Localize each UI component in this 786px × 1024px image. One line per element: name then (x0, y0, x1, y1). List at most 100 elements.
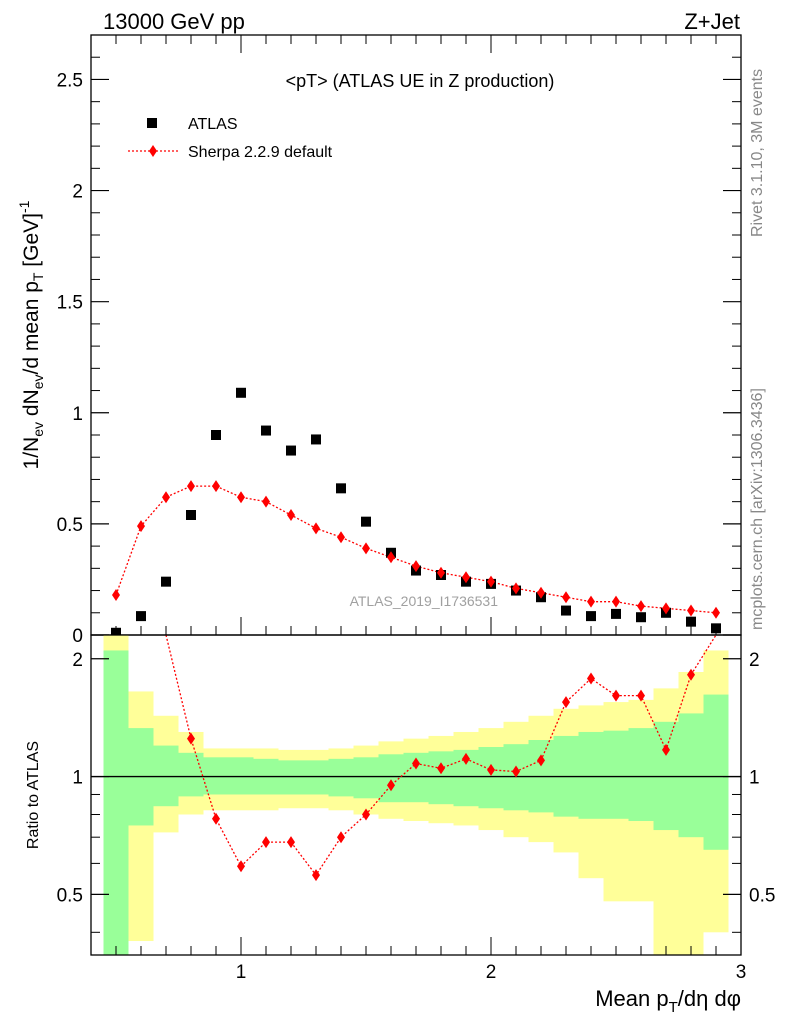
ratio-marks (165, 634, 717, 882)
sherpa-point (287, 509, 295, 521)
x-tick-label: 3 (736, 962, 747, 983)
ratio-sherpa-point (312, 869, 320, 882)
ratio-y-tick-label: 0.5 (57, 885, 83, 906)
atlas-point (336, 483, 346, 494)
ratio-band-inner (328, 758, 354, 797)
ratio-band-inner (678, 713, 704, 838)
ratio-sherpa-point (512, 765, 520, 778)
atlas-point (186, 510, 196, 520)
sherpa-point (187, 480, 195, 493)
sherpa-point (437, 566, 445, 579)
sherpa-point (112, 589, 120, 601)
ratio-band-inner (353, 757, 379, 799)
atlas-point (161, 576, 171, 587)
ratio-sherpa-point (237, 860, 245, 873)
atlas-point (286, 445, 296, 456)
sherpa-point (362, 542, 370, 555)
ratio-sherpa-point (212, 812, 220, 825)
header-left: 13000 GeV pp (103, 9, 245, 34)
atlas-point (686, 616, 696, 627)
legend: ATLAS Sherpa 2.2.9 default (128, 116, 333, 161)
main-y-tick-label: 0.5 (57, 515, 83, 536)
sherpa-point (212, 480, 220, 493)
ratio-band-inner (478, 747, 504, 809)
ratio-band-inner (303, 760, 329, 795)
ratio-band-inner (703, 694, 729, 850)
ratio-sherpa-point (662, 743, 670, 756)
ratio-band-inner (278, 760, 304, 795)
sherpa-point (262, 495, 270, 508)
ratio-sherpa-point (587, 672, 595, 685)
ratio-band-inner (153, 745, 179, 807)
ratio-sherpa-point (487, 763, 495, 776)
ratio-sherpa-point (387, 779, 395, 792)
ratio-y-tick-label-right: 2 (749, 650, 760, 671)
ratio-plot-frame (90, 634, 742, 956)
sherpa-point (512, 582, 520, 595)
ratio-band-inner (203, 757, 229, 795)
atlas-point (611, 608, 621, 619)
sherpa-point (562, 591, 570, 604)
ratio-y-tick-label-right: 1 (749, 768, 760, 789)
atlas-point (261, 425, 271, 436)
main-y-tick-label: 0 (72, 626, 83, 647)
ratio-band-inner (428, 751, 454, 805)
main-marks (111, 387, 721, 638)
atlas-point (361, 516, 371, 527)
ratio-sherpa-point (537, 754, 545, 767)
annotation-label: ATLAS_2019_I1736531 (350, 593, 499, 609)
main-plot: 0 0.5 1 1.5 2 2.5 <pT> (ATLAS UE in Z product… (16, 34, 742, 647)
ratio-sherpa-point (687, 668, 695, 681)
x-tick-label: 1 (236, 962, 247, 983)
ratio-band-inner (578, 731, 604, 819)
ratio-band-inner (103, 650, 129, 955)
source-label: mcplots.cern.ch [arXiv:1306.3436] (749, 388, 766, 630)
atlas-point (561, 605, 571, 616)
sherpa-point (637, 600, 645, 613)
sherpa-point (612, 595, 620, 608)
sherpa-point (237, 491, 245, 504)
sherpa-point (162, 491, 170, 504)
ratio-sherpa-point (262, 836, 270, 849)
sherpa-point (712, 606, 720, 619)
ratio-sherpa-point (412, 757, 420, 770)
atlas-point (311, 434, 321, 445)
sherpa-point (312, 522, 320, 535)
ratio-sherpa-point (187, 732, 195, 745)
ratio-ticks: 0.5 0.5 1 1 2 2 1 2 3 (57, 35, 775, 983)
sherpa-point (587, 595, 595, 608)
atlas-point (236, 387, 246, 398)
ratio-band-inner (228, 757, 254, 795)
main-title: <pT> (ATLAS UE in Z production) (286, 71, 555, 91)
ratio-sherpa-point (612, 689, 620, 702)
ratio-sherpa-point (437, 762, 445, 775)
ratio-sherpa-point (362, 808, 370, 821)
ratio-plot: 0.5 0.5 1 1 2 2 1 2 3 Ratio to ATLAS Mean pT/dη … (25, 35, 775, 1016)
atlas-point (211, 430, 221, 440)
sherpa-point (662, 602, 670, 615)
ratio-y-tick-label: 2 (72, 650, 83, 671)
main-y-axis-text: 1/Nev dNev/d mean pT [GeV]-1 (16, 200, 46, 469)
sherpa-point (487, 575, 495, 588)
legend-sherpa-label: Sherpa 2.2.9 default (188, 144, 333, 161)
atlas-point (136, 611, 146, 622)
atlas-point (636, 612, 646, 623)
main-y-tick-label: 1 (72, 404, 83, 425)
ratio-sherpa-point (287, 836, 295, 849)
ratio-band-inner (603, 730, 629, 819)
legend-atlas-marker (147, 118, 157, 128)
ratio-sherpa-point (337, 831, 345, 844)
x-tick-label: 2 (486, 962, 497, 983)
rivet-label: Rivet 3.1.10, 3M events (749, 69, 766, 237)
main-y-tick-label: 2 (72, 182, 83, 203)
sherpa-point (687, 604, 695, 617)
ratio-y-axis-label: Ratio to ATLAS (25, 741, 42, 849)
atlas-point (586, 611, 596, 622)
sherpa-point (337, 531, 345, 544)
ratio-y-tick-label: 1 (72, 768, 83, 789)
legend-atlas-label: ATLAS (188, 116, 238, 133)
main-y-ticks: 0 0.5 1 1.5 2 2.5 (57, 56, 741, 647)
legend-sherpa-marker (149, 145, 157, 157)
sherpa-point (137, 520, 145, 533)
